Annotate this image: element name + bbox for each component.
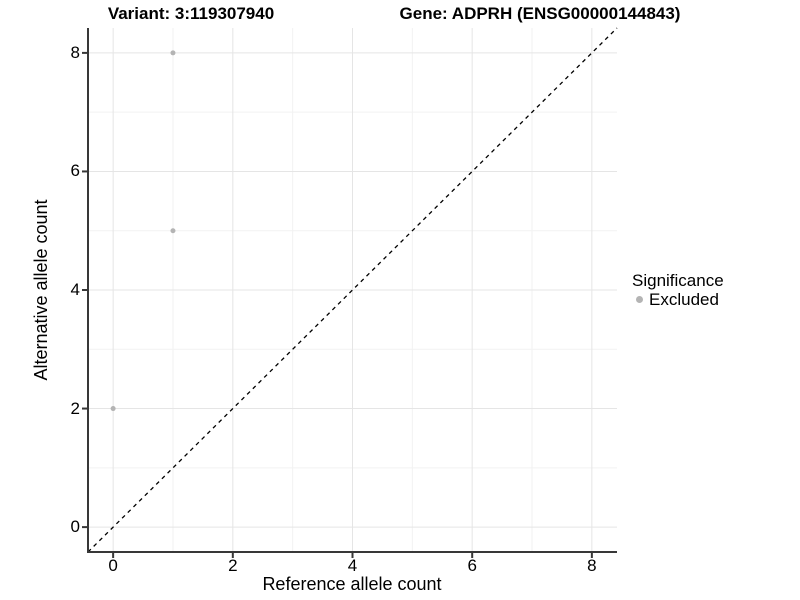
y-axis-title: Alternative allele count — [31, 199, 51, 381]
y-tick-label: 2 — [70, 398, 80, 418]
gene-title: Gene: ADPRH (ENSG00000144843) — [399, 4, 681, 23]
y-tick-label: 6 — [70, 161, 80, 181]
data-point — [170, 228, 176, 234]
data-point — [170, 50, 176, 56]
legend-title: Significance — [632, 271, 724, 290]
legend-item-label: Excluded — [649, 290, 719, 309]
legend-item-excluded: Excluded — [630, 290, 724, 309]
x-axis-title: Reference allele count — [262, 574, 442, 594]
x-tick-label: 8 — [587, 556, 597, 575]
x-tick-label: 0 — [108, 556, 118, 575]
x-tick-label: 4 — [347, 556, 358, 575]
legend: Significance Excluded — [630, 271, 724, 309]
excluded-marker-icon — [636, 296, 643, 303]
x-tick-label: 2 — [228, 556, 238, 575]
y-tick-label: 0 — [70, 517, 80, 537]
y-tick-label: 4 — [70, 280, 80, 299]
variant-title: Variant: 3:119307940 — [107, 4, 275, 23]
data-point — [110, 406, 116, 412]
x-tick-label: 6 — [467, 556, 477, 575]
y-tick-label: 8 — [70, 42, 80, 62]
